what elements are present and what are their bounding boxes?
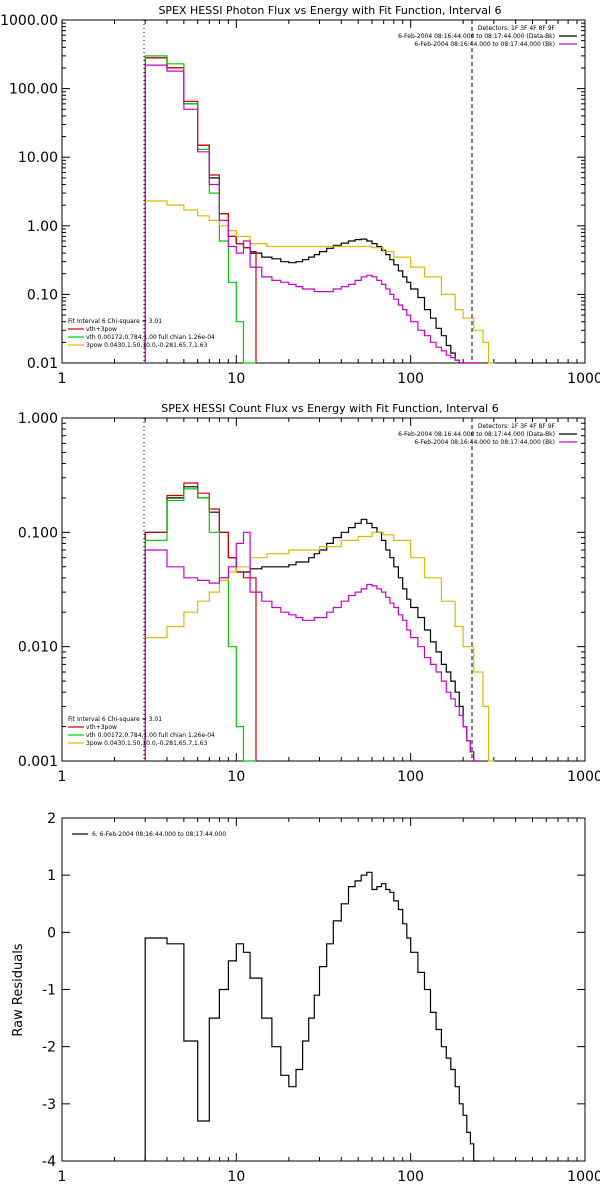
plot-frame xyxy=(61,417,586,762)
legend-top-label: 6-Feb-2004 08:16:44.000 to 08:17:44.000 … xyxy=(398,33,555,40)
x-tick-labels: 1 10 100 1000 xyxy=(58,1169,600,1185)
x-tick-labels: 1 10 100 1000 xyxy=(58,371,600,387)
x-tick-label: 1 xyxy=(58,769,67,785)
series-line-4 xyxy=(144,64,480,364)
legend-top-label: 6-Feb-2004 08:16:44.000 to 08:17:44.000 … xyxy=(414,41,555,48)
legend-top-label: Detectors: 1F 3F 4F 8F 9F xyxy=(478,423,556,430)
y-tick-label: 2 xyxy=(47,811,56,827)
series-line-2 xyxy=(144,488,256,762)
plot-frame xyxy=(61,19,586,364)
x-tick-label: 1 xyxy=(58,1169,67,1185)
plot-grid xyxy=(61,418,585,762)
series-group xyxy=(144,55,495,364)
legend-top-label: Detectors: 1F 3F 4F 8F 9F xyxy=(478,25,556,32)
series-line-3 xyxy=(144,200,495,364)
x-tick-label: 10 xyxy=(227,1169,245,1185)
y-axis-label: Raw Residuals xyxy=(11,943,26,1036)
y-tick-label: -1 xyxy=(42,983,56,999)
y-tick-label: 0.10 xyxy=(27,287,58,303)
legend-bottom: Fit Interval 6 Chi-square = 3.01vth+3pow… xyxy=(68,716,215,747)
legend-bottom-label: Fit Interval 6 Chi-square = 3.01 xyxy=(68,716,162,723)
legend-top-label: 6-Feb-2004 08:16:44.000 to 08:17:44.000 … xyxy=(398,431,555,438)
x-tick-label: 10 xyxy=(227,371,245,387)
legend-top: Detectors: 1F 3F 4F 8F 9F6-Feb-2004 08:1… xyxy=(398,423,577,446)
series-group xyxy=(144,871,480,1162)
series-line-4 xyxy=(144,531,480,762)
series-line-3 xyxy=(144,531,495,762)
chart-title: SPEX HESSI Photon Flux vs Energy with Fi… xyxy=(158,4,501,17)
x-tick-label: 100 xyxy=(397,1169,424,1185)
y-tick-label: 10.00 xyxy=(18,150,58,166)
x-tick-label: 100 xyxy=(397,371,424,387)
x-tick-label: 1000 xyxy=(567,1169,600,1185)
x-tick-label: 10 xyxy=(227,769,245,785)
y-tick-label: 0.010 xyxy=(18,640,58,656)
x-tick-label: 1 xyxy=(58,371,67,387)
legend-label: 6. 6-Feb-2004 08:16:44.000 to 08:17:44.0… xyxy=(92,831,226,838)
y-tick-label: -4 xyxy=(42,1154,56,1170)
legend-bottom: Fit Interval 6 Chi-square = 3.01vth+3pow… xyxy=(68,318,215,349)
plot-frame xyxy=(61,817,586,1162)
y-tick-label: 1000.00 xyxy=(0,13,58,29)
y-tick-label: -2 xyxy=(42,1040,56,1056)
legend-bottom-label: 3pow 0.0430,1.50,10.0,-0.281,65.7,1.63 xyxy=(86,740,208,747)
y-tick-label: 0.100 xyxy=(18,525,58,541)
series-line-0 xyxy=(144,871,480,1162)
series-group xyxy=(144,482,495,762)
legend-bottom-label: vth+3pow xyxy=(86,724,117,731)
y-tick-label: 0 xyxy=(47,925,56,941)
plot-grid xyxy=(61,817,585,1162)
series-line-2 xyxy=(144,55,256,364)
panel-residuals: -4 -3 -2 -1 0 1 2 1 10 100 1000 6. 6-Feb-2004 08:… xyxy=(11,811,600,1185)
y-tick-labels: 0.001 0.010 0.100 1.000 xyxy=(18,411,58,770)
y-tick-label: 0.001 xyxy=(18,754,58,770)
y-tick-label: 1 xyxy=(47,868,56,884)
legend-bottom-label: 3pow 0.0430,1.50,10.0,-0.281,65.7,1.63 xyxy=(86,342,208,349)
series-line-1 xyxy=(144,482,257,761)
panel-photon-flux: SPEX HESSI Photon Flux vs Energy with Fi… xyxy=(0,4,600,387)
x-tick-label: 1000 xyxy=(567,371,600,387)
legend-bottom-label: Fit Interval 6 Chi-square = 3.01 xyxy=(68,318,162,325)
y-tick-label: 1.00 xyxy=(27,219,58,235)
y-tick-label: -3 xyxy=(42,1097,56,1113)
y-tick-label: 0.01 xyxy=(27,356,58,372)
series-line-0 xyxy=(144,486,480,762)
y-tick-labels: 0.01 0.10 1.00 10.00 100.00 1000.00 xyxy=(0,13,58,372)
y-tick-label: 100.00 xyxy=(9,82,58,98)
legend: 6. 6-Feb-2004 08:16:44.000 to 08:17:44.0… xyxy=(72,831,226,838)
plot-grid xyxy=(61,20,585,364)
x-tick-label: 1000 xyxy=(567,769,600,785)
panel-count-flux: SPEX HESSI Count Flux vs Energy with Fit… xyxy=(18,402,600,785)
chart-title: SPEX HESSI Count Flux vs Energy with Fit… xyxy=(161,402,498,415)
x-tick-labels: 1 10 100 1000 xyxy=(58,769,600,785)
y-tick-label: 1.000 xyxy=(18,411,58,427)
y-tick-labels: -4 -3 -2 -1 0 1 2 xyxy=(42,811,56,1170)
legend-bottom-label: vth 0.00172,0.784,1.00 full chian 1.26e-… xyxy=(86,334,215,341)
legend-top: Detectors: 1F 3F 4F 8F 9F6-Feb-2004 08:1… xyxy=(398,25,577,48)
legend-bottom-label: vth 0.00172,0.784,1.00 full chian 1.26e-… xyxy=(86,732,215,739)
legend-bottom-label: vth+3pow xyxy=(86,326,117,333)
legend-top-label: 6-Feb-2004 08:16:44.000 to 08:17:44.000 … xyxy=(414,439,555,446)
x-tick-label: 100 xyxy=(397,769,424,785)
